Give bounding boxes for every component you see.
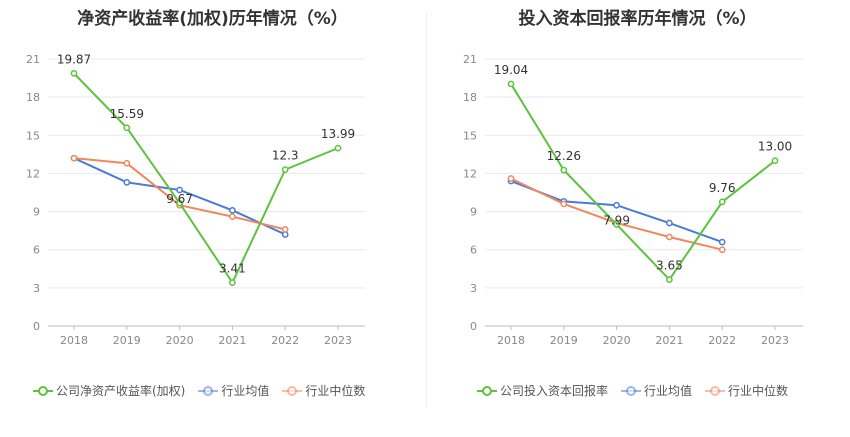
- data-point[interactable]: [560, 166, 568, 174]
- roe-chart-plot: 0 3 6 9 12 15 18 21 2018 2019 2020 2021 2022 2023 19.8…: [26, 52, 365, 347]
- data-label: 19.04: [494, 63, 528, 77]
- x-tick-label: 2023: [761, 334, 789, 347]
- y-tick-label: 9: [33, 206, 40, 219]
- x-tick-label: 2019: [113, 334, 141, 347]
- y-tick-label: 3: [470, 282, 477, 295]
- x-tick-label: 2018: [60, 334, 88, 347]
- legend-item[interactable]: 行业中位数: [282, 382, 365, 399]
- legend-item[interactable]: 行业中位数: [705, 382, 788, 399]
- data-label: 19.87: [57, 52, 91, 66]
- y-tick-label: 18: [26, 91, 40, 104]
- data-point[interactable]: [666, 233, 673, 241]
- x-tick-label: 2023: [324, 334, 352, 347]
- x-tick-label: 2020: [166, 334, 194, 347]
- panel-divider: [426, 12, 427, 407]
- y-tick-label: 21: [463, 53, 477, 66]
- x-tick-label: 2021: [655, 334, 683, 347]
- data-label: 15.59: [110, 107, 144, 121]
- data-point[interactable]: [666, 219, 673, 227]
- y-tick-label: 15: [26, 129, 40, 142]
- data-label: 9.67: [166, 192, 193, 206]
- data-point[interactable]: [229, 213, 236, 221]
- data-label: 13.00: [758, 140, 792, 154]
- data-point[interactable]: [123, 124, 131, 132]
- series-line: [73, 72, 339, 285]
- data-label: 3.65: [656, 259, 683, 273]
- legend-item[interactable]: 行业均值: [621, 382, 692, 399]
- roe-chart-panel: 净资产收益率(加权)历年情况（%） 0 3 6 9 12 15 18 21 2018 2019 20…: [26, 9, 378, 399]
- data-label: 7.99: [603, 213, 630, 227]
- y-tick-label: 6: [33, 244, 40, 257]
- data-label: 3.41: [219, 262, 246, 276]
- data-point[interactable]: [229, 279, 236, 286]
- data-point[interactable]: [176, 199, 183, 207]
- legend-line-icon: [621, 385, 642, 396]
- legend-item[interactable]: 公司投入资本回报率: [477, 382, 608, 399]
- y-tick-label: 0: [33, 320, 40, 333]
- data-point[interactable]: [123, 178, 131, 186]
- x-tick-label: 2019: [550, 334, 578, 347]
- series-line: [510, 83, 776, 282]
- legend-item[interactable]: 公司净资产收益率(加权): [33, 382, 185, 399]
- data-point[interactable]: [613, 221, 620, 228]
- legend-line-icon: [198, 385, 219, 396]
- data-label: 12.3: [272, 149, 299, 163]
- data-point[interactable]: [507, 80, 515, 88]
- x-tick-label: 2021: [218, 334, 246, 347]
- legend-line-icon: [33, 385, 53, 396]
- x-tick-label: 2022: [271, 334, 299, 347]
- data-point[interactable]: [281, 226, 289, 233]
- legend-item[interactable]: 行业均值: [198, 382, 269, 399]
- y-tick-label: 12: [26, 167, 40, 180]
- legend-label: 公司投入资本回报率: [500, 384, 609, 398]
- data-point[interactable]: [123, 159, 131, 167]
- data-label: 9.76: [709, 181, 736, 195]
- data-label: 12.26: [547, 149, 581, 163]
- legend-label: 行业中位数: [305, 384, 366, 398]
- x-tick-label: 2022: [708, 334, 736, 347]
- data-point[interactable]: [666, 276, 673, 283]
- data-point[interactable]: [229, 206, 236, 214]
- data-point[interactable]: [507, 175, 515, 182]
- data-point[interactable]: [70, 154, 78, 162]
- y-tick-label: 9: [470, 206, 477, 219]
- data-point[interactable]: [176, 186, 183, 194]
- roic-chart-plot: 0 3 6 9 12 15 18 21 2018 2019 2020 2021 2022 2023 19.0…: [463, 53, 803, 347]
- data-point[interactable]: [613, 201, 620, 209]
- legend-label: 行业均值: [644, 384, 693, 398]
- data-point[interactable]: [771, 157, 779, 165]
- y-tick-label: 3: [33, 282, 40, 295]
- data-point[interactable]: [70, 70, 78, 77]
- chart-title: 净资产收益率(加权)历年情况（%）: [77, 9, 348, 29]
- legend-label: 公司净资产收益率(加权): [56, 384, 186, 398]
- y-tick-label: 15: [463, 129, 477, 142]
- y-tick-label: 21: [26, 53, 40, 66]
- x-tick-label: 2020: [603, 334, 631, 347]
- data-point[interactable]: [718, 246, 726, 254]
- data-point[interactable]: [281, 166, 289, 173]
- legend-label: 行业中位数: [728, 384, 789, 398]
- chart-title: 投入资本回报率历年情况（%）: [518, 9, 757, 29]
- data-point[interactable]: [334, 144, 342, 152]
- y-tick-label: 6: [470, 244, 477, 257]
- legend-line-icon: [282, 385, 303, 396]
- x-tick-label: 2018: [497, 334, 525, 347]
- legend-line-icon: [477, 385, 497, 396]
- legend-label: 行业均值: [221, 384, 270, 398]
- roic-chart-panel: 投入资本回报率历年情况（%） 0 3 6 9 12 15 18 21 2018 2019 2020 2…: [425, 0, 850, 437]
- data-point[interactable]: [560, 200, 568, 208]
- y-tick-label: 18: [463, 91, 477, 104]
- data-point[interactable]: [718, 238, 726, 246]
- data-point[interactable]: [718, 198, 726, 206]
- data-label: 13.99: [321, 127, 355, 141]
- legend-line-icon: [705, 385, 726, 396]
- y-tick-label: 0: [470, 320, 477, 333]
- y-tick-label: 12: [463, 167, 477, 180]
- roic-chart-legend: 公司投入资本回报率 行业均值 行业中位数: [477, 382, 801, 399]
- roe-chart-legend: 公司净资产收益率(加权) 行业均值 行业中位数: [33, 382, 378, 399]
